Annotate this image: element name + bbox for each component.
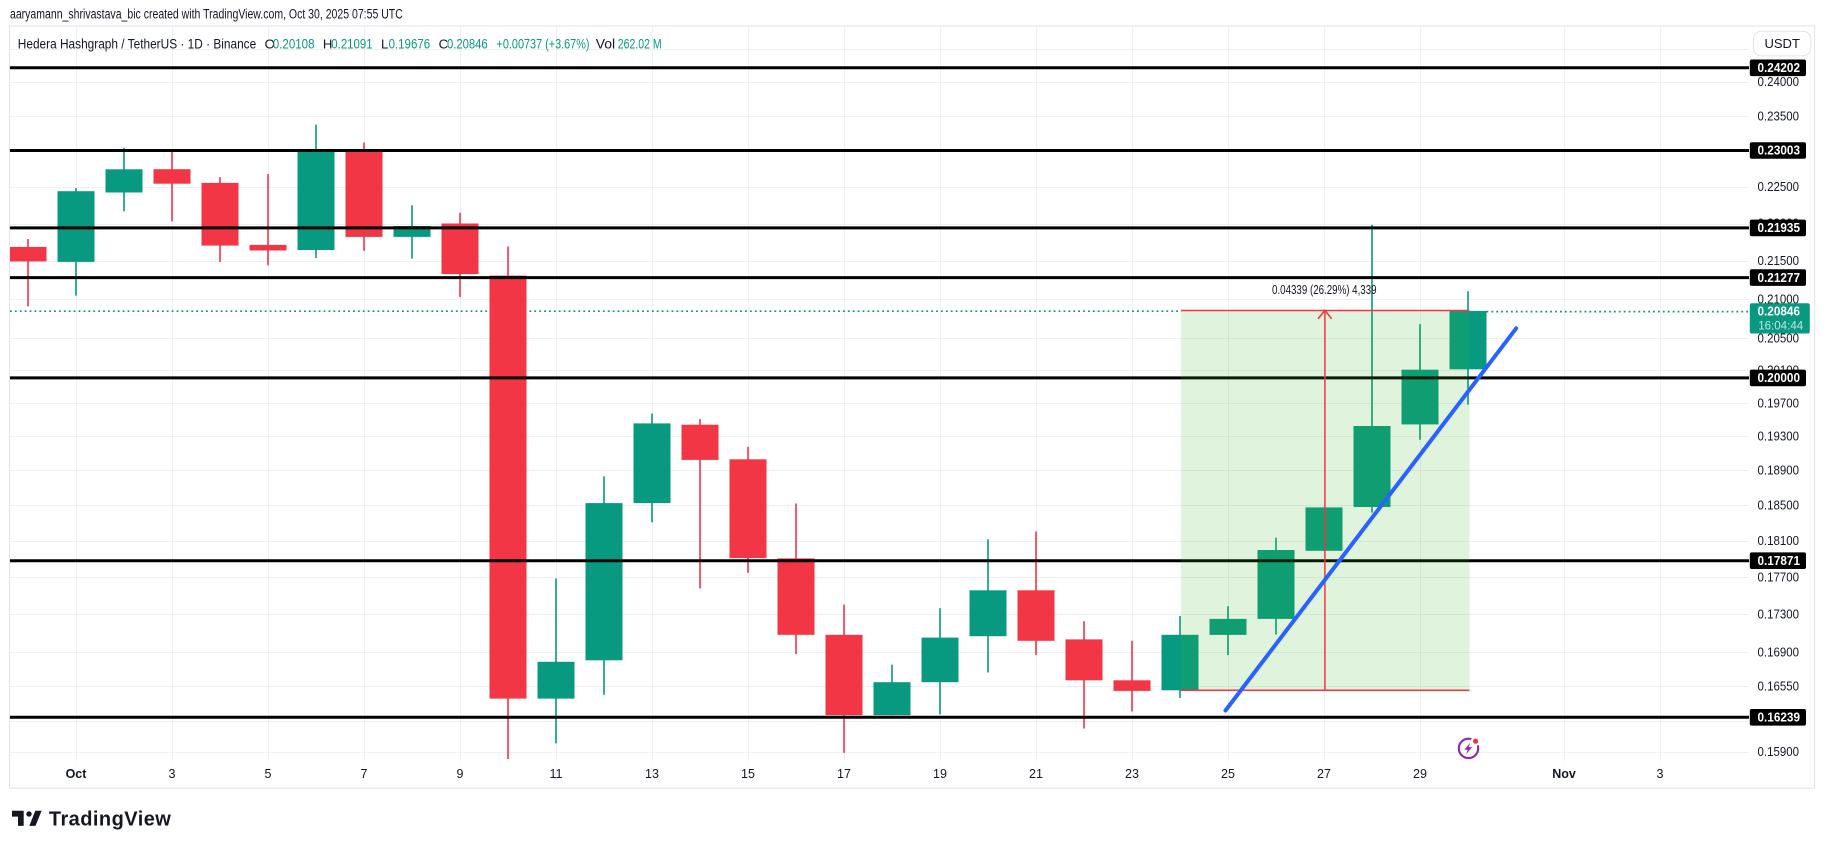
svg-text:O: O bbox=[265, 37, 275, 52]
svg-text:0.16239: 0.16239 bbox=[1758, 711, 1801, 725]
svg-text:L: L bbox=[381, 37, 388, 52]
svg-text:0.21091: 0.21091 bbox=[331, 36, 372, 52]
svg-text:0.17700: 0.17700 bbox=[1758, 570, 1800, 584]
svg-text:19: 19 bbox=[933, 767, 947, 781]
svg-text:H: H bbox=[323, 37, 333, 52]
svg-text:0.15900: 0.15900 bbox=[1758, 745, 1800, 759]
svg-text:0.21935: 0.21935 bbox=[1758, 221, 1801, 235]
svg-text:7: 7 bbox=[361, 767, 368, 781]
svg-text:9: 9 bbox=[457, 767, 464, 781]
svg-text:+0.00737 (+3.67%): +0.00737 (+3.67%) bbox=[497, 36, 590, 52]
svg-text:15: 15 bbox=[741, 767, 755, 781]
svg-text:0.20000: 0.20000 bbox=[1758, 371, 1801, 385]
svg-text:0.20846: 0.20846 bbox=[1758, 305, 1801, 319]
svg-text:16:04:44: 16:04:44 bbox=[1758, 318, 1803, 332]
svg-text:0.17300: 0.17300 bbox=[1758, 608, 1800, 622]
svg-text:5: 5 bbox=[265, 767, 272, 781]
svg-text:0.18900: 0.18900 bbox=[1758, 464, 1800, 478]
svg-text:29: 29 bbox=[1413, 767, 1427, 781]
svg-text:0.21500: 0.21500 bbox=[1758, 254, 1800, 268]
svg-text:0.19300: 0.19300 bbox=[1758, 430, 1800, 444]
svg-text:Oct: Oct bbox=[66, 767, 88, 781]
svg-text:11: 11 bbox=[550, 767, 563, 781]
svg-text:262.02 M: 262.02 M bbox=[618, 36, 662, 52]
svg-text:0.20846: 0.20846 bbox=[447, 36, 488, 52]
svg-text:aaryamann_shrivastava_bic crea: aaryamann_shrivastava_bic created with T… bbox=[10, 6, 403, 21]
svg-text:23: 23 bbox=[1125, 767, 1139, 781]
svg-text:0.19676: 0.19676 bbox=[389, 36, 431, 52]
svg-text:Nov: Nov bbox=[1552, 767, 1576, 781]
svg-text:0.20108: 0.20108 bbox=[273, 36, 315, 52]
svg-text:0.24000: 0.24000 bbox=[1758, 75, 1800, 89]
svg-text:0.23500: 0.23500 bbox=[1758, 109, 1800, 123]
svg-text:0.22500: 0.22500 bbox=[1758, 180, 1800, 194]
svg-text:13: 13 bbox=[645, 767, 659, 781]
svg-text:C: C bbox=[439, 37, 449, 52]
svg-text:0.20500: 0.20500 bbox=[1758, 332, 1800, 346]
svg-text:0.24202: 0.24202 bbox=[1758, 61, 1801, 75]
svg-text:0.21277: 0.21277 bbox=[1758, 271, 1801, 285]
svg-text:USDT: USDT bbox=[1765, 36, 1800, 51]
svg-text:Hedera Hashgraph / TetherUS ·: Hedera Hashgraph / TetherUS · 1D · Binan… bbox=[18, 36, 257, 52]
svg-text:TradingView: TradingView bbox=[49, 808, 171, 830]
svg-text:0.18500: 0.18500 bbox=[1758, 498, 1800, 512]
svg-text:0.04339 (26.29%) 4,339: 0.04339 (26.29%) 4,339 bbox=[1272, 283, 1377, 297]
svg-text:3: 3 bbox=[169, 767, 176, 781]
svg-text:0.21000: 0.21000 bbox=[1758, 292, 1800, 306]
svg-text:25: 25 bbox=[1221, 767, 1235, 781]
svg-text:17: 17 bbox=[837, 767, 851, 781]
svg-text:27: 27 bbox=[1317, 767, 1331, 781]
svg-text:0.16550: 0.16550 bbox=[1758, 680, 1800, 694]
svg-text:0.17871: 0.17871 bbox=[1758, 554, 1801, 568]
svg-text:0.23003: 0.23003 bbox=[1758, 144, 1801, 158]
svg-text:0.19700: 0.19700 bbox=[1758, 396, 1800, 410]
svg-text:0.16900: 0.16900 bbox=[1758, 646, 1800, 660]
svg-text:3: 3 bbox=[1657, 767, 1664, 781]
svg-text:21: 21 bbox=[1029, 767, 1043, 781]
svg-text:0.18100: 0.18100 bbox=[1758, 534, 1800, 548]
svg-text:Vol: Vol bbox=[596, 36, 615, 52]
